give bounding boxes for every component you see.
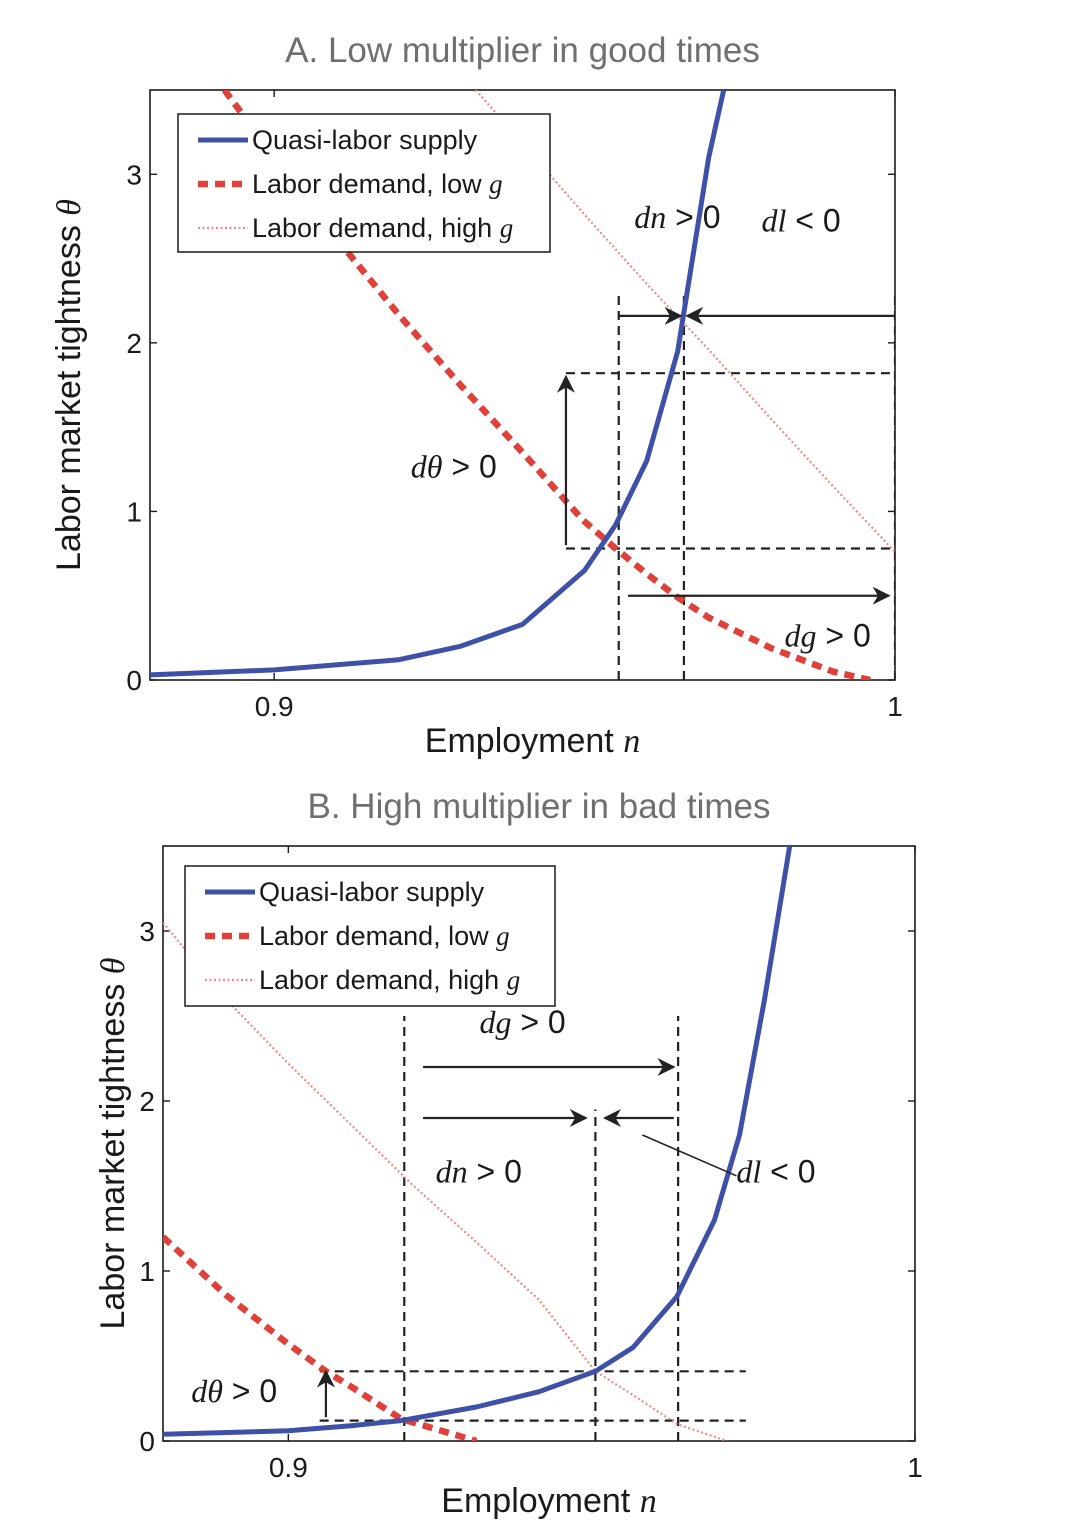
x-tick-label: 0.9 [255,691,294,722]
x-tick-label: 1 [907,1452,923,1483]
legend-label: Labor demand, high g [259,965,520,995]
annotation-label: dn > 0 [436,1154,522,1190]
plot-area [163,846,793,1441]
y-tick-label: 2 [139,1086,155,1117]
annotation-label: dl < 0 [736,1154,815,1190]
plot-frame [162,845,916,1442]
legend-label: Labor demand, high g [252,213,513,243]
y-tick-label: 3 [126,159,142,190]
annotation-label: dθ > 0 [411,449,497,485]
annotation-label: dθ > 0 [191,1373,277,1409]
series-supply [163,846,793,1437]
annotation-label: dl < 0 [762,203,841,239]
y-tick-label: 1 [139,1256,155,1287]
legend: Quasi-labor supply Labor demand, low g Lab… [184,865,556,1007]
x-axis-label: Employment n [425,722,640,760]
y-tick-label: 3 [139,916,155,947]
y-tick-label: 1 [126,496,142,527]
panel-b: B. High multiplier in bad times 0 1 2 3 0.9 1 E… [94,787,923,1520]
annotation-label: dg > 0 [479,1004,565,1040]
panel-a: A. Low multiplier in good times 0 1 2 3 0.9 1 E… [50,31,903,760]
y-tick-label: 0 [139,1426,155,1457]
series-supply [150,90,727,678]
series-demand-low [163,1234,478,1441]
y-axis-label: Labor market tightness θ [94,958,132,1330]
annotation-label: dg > 0 [784,617,870,653]
chart-title: A. Low multiplier in good times [285,31,760,70]
plot-area [150,90,895,680]
legend-label: Labor demand, low g [252,169,503,199]
series-demand-high [163,921,728,1441]
annotation-label: dn > 0 [634,199,720,235]
y-tick-label: 0 [126,665,142,696]
legend-label: Labor demand, low g [259,921,510,951]
chart-title: B. High multiplier in bad times [308,787,771,826]
y-tick-label: 2 [126,328,142,359]
legend: Quasi-labor supply Labor demand, low g Lab… [177,113,551,253]
legend-label: Quasi-labor supply [259,877,485,907]
x-axis-label: Employment n [441,1482,656,1520]
y-axis-label: Labor market tightness θ [50,199,88,571]
series-demand-low [221,90,871,680]
plot-frame [149,89,896,681]
annotation-pointer [642,1134,737,1177]
x-tick-label: 0.9 [269,1452,308,1483]
x-tick-label: 1 [887,691,903,722]
legend-label: Quasi-labor supply [252,125,478,155]
